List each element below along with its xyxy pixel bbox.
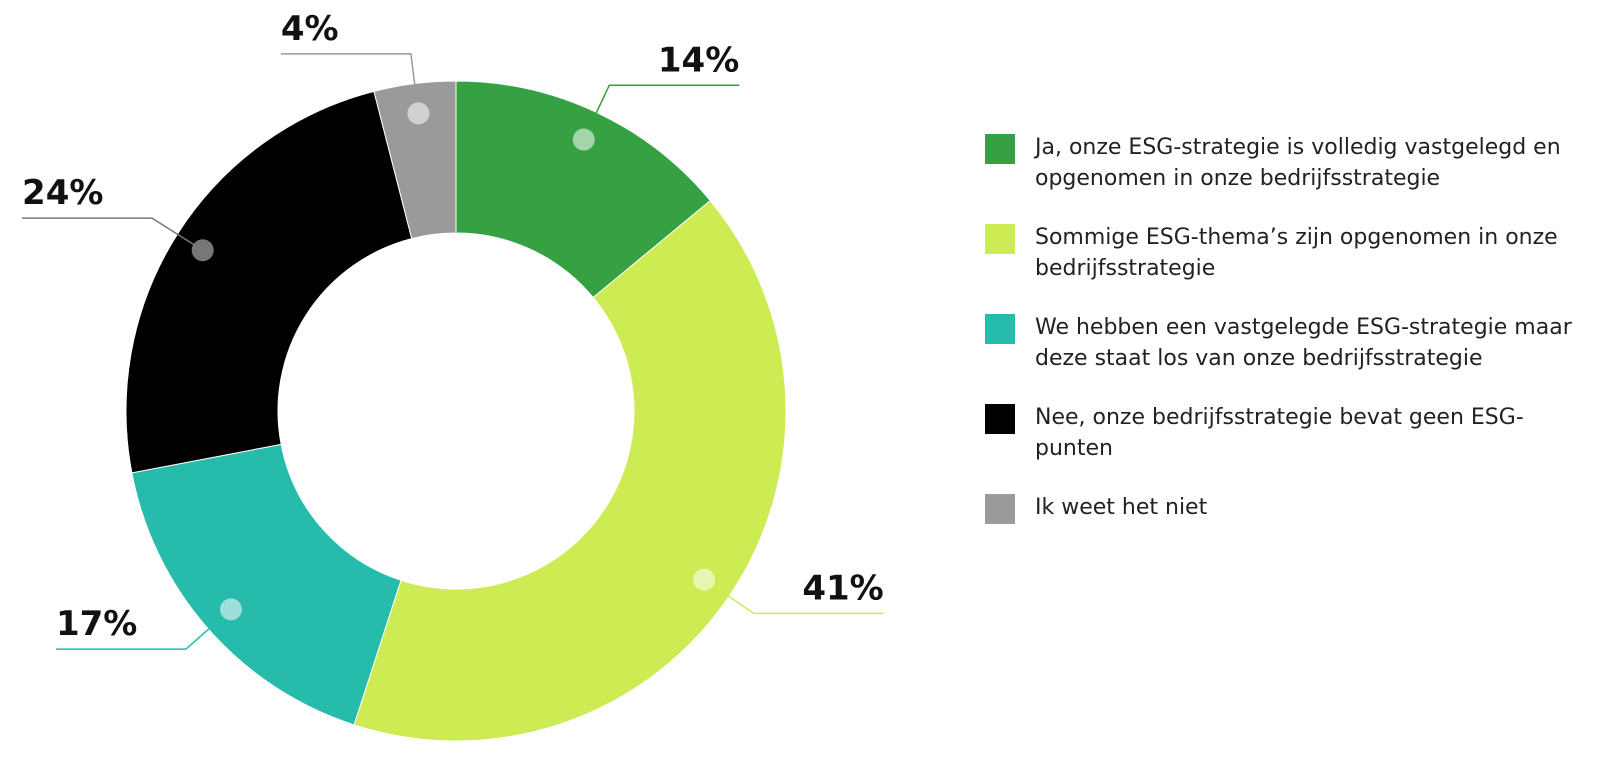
legend-item: Nee, onze bedrijfsstrategie bevat geen E…: [985, 402, 1595, 464]
donut-slice: [353, 199, 787, 742]
legend-item: Ja, onze ESG-strategie is volledig vastg…: [985, 132, 1595, 194]
donut-slice: [125, 90, 413, 474]
legend-swatch: [985, 494, 1015, 524]
data-label: 14%: [658, 40, 739, 80]
legend-label: Ja, onze ESG-strategie is volledig vastg…: [1035, 135, 1561, 191]
legend-label: Nee, onze bedrijfsstrategie bevat geen E…: [1035, 405, 1524, 461]
legend: Ja, onze ESG-strategie is volledig vastg…: [985, 132, 1595, 524]
data-label: 24%: [22, 173, 103, 213]
legend-item: We hebben een vastgelegde ESG-strategie …: [985, 312, 1595, 374]
data-label: 41%: [802, 568, 883, 608]
legend-item: Sommige ESG-thema’s zijn opgenomen in on…: [985, 222, 1595, 284]
chart: 14% 41% 17% 24% 4%: [22, 9, 884, 742]
leader-line: [22, 217, 204, 251]
leader-dot: [407, 102, 430, 125]
legend-swatch: [985, 404, 1015, 434]
donut-slice: [455, 80, 711, 299]
legend-swatch: [985, 224, 1015, 254]
data-label: 17%: [56, 604, 137, 644]
leader-dot: [693, 568, 716, 591]
leader-line: [55, 608, 232, 650]
donut-slice: [373, 80, 457, 240]
leader-dot: [219, 598, 242, 621]
legend-item: Ik weet het niet: [985, 492, 1595, 524]
leader-dot: [191, 239, 214, 262]
leader-line: [703, 579, 884, 615]
legend-swatch: [985, 134, 1015, 164]
donut-slice: [131, 443, 402, 726]
leader-line: [280, 53, 420, 114]
data-label: 4%: [281, 9, 339, 49]
legend-label: We hebben een vastgelegde ESG-strategie …: [1035, 315, 1572, 371]
legend-label: Sommige ESG-thema’s zijn opgenomen in on…: [1035, 225, 1558, 281]
leader-line: [583, 84, 740, 140]
leader-dot: [572, 128, 595, 151]
legend-label: Ik weet het niet: [1035, 495, 1208, 520]
legend-swatch: [985, 314, 1015, 344]
